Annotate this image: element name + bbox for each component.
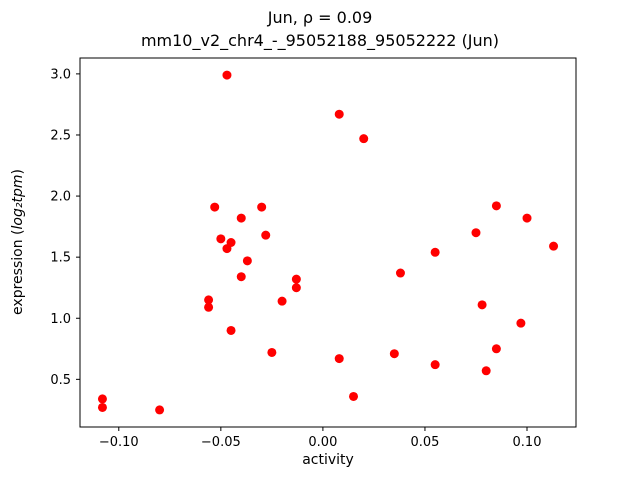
- plot-border: [79, 57, 577, 428]
- data-point: [334, 109, 344, 119]
- data-point: [257, 202, 267, 212]
- data-point: [261, 230, 271, 240]
- data-point: [242, 256, 252, 266]
- data-point: [277, 296, 287, 306]
- x-tick-label: 0.05: [410, 435, 439, 450]
- y-tick-label: 1.5: [50, 251, 71, 266]
- data-point: [516, 318, 526, 328]
- y-tick-label: 2.0: [50, 190, 71, 205]
- y-axis-ticks: 0.5 1.0 1.5 2.0 2.5 3.0: [50, 67, 80, 388]
- data-point: [491, 201, 501, 211]
- scatter-points: [97, 70, 559, 415]
- data-point: [236, 272, 246, 282]
- data-point: [481, 366, 491, 376]
- y-axis-label-math: log₂tpm: [10, 175, 26, 230]
- data-point: [291, 274, 301, 284]
- x-tick-label: −0.05: [201, 435, 241, 450]
- y-tick-label: 3.0: [50, 67, 71, 82]
- data-point: [236, 213, 246, 223]
- data-point: [222, 70, 232, 80]
- data-point: [491, 344, 501, 354]
- data-point: [155, 405, 165, 415]
- data-point: [267, 347, 277, 357]
- y-tick-label: 0.5: [50, 373, 71, 388]
- y-tick-label: 2.5: [50, 128, 71, 143]
- data-point: [471, 228, 481, 238]
- data-point: [430, 247, 440, 257]
- data-point: [389, 349, 399, 359]
- data-point: [477, 300, 487, 310]
- data-point: [226, 325, 236, 335]
- data-point: [210, 202, 220, 212]
- data-point: [97, 394, 107, 404]
- chart-subtitle: mm10_v2_chr4_-_95052188_95052222 (Jun): [141, 31, 499, 51]
- data-point: [359, 134, 369, 144]
- chart-title: Jun, ρ = 0.09: [267, 8, 373, 27]
- y-axis-label-suffix: ): [10, 169, 26, 174]
- x-tick-label: −0.10: [99, 435, 139, 450]
- y-axis-label: expression (log₂tpm): [10, 169, 26, 315]
- x-axis-label: activity: [302, 452, 354, 468]
- data-point: [522, 213, 532, 223]
- data-point: [395, 268, 405, 278]
- data-point: [549, 241, 559, 251]
- data-point: [216, 234, 226, 244]
- data-point: [204, 295, 214, 305]
- y-tick-label: 1.0: [50, 312, 71, 327]
- data-point: [204, 302, 214, 312]
- x-tick-label: 0.00: [308, 435, 337, 450]
- data-point: [291, 283, 301, 293]
- x-axis-ticks: −0.10 −0.05 0.00 0.05 0.10: [99, 427, 542, 450]
- x-tick-label: 0.10: [513, 435, 542, 450]
- data-point: [97, 402, 107, 412]
- data-point: [349, 391, 359, 401]
- y-axis-label-prefix: expression (: [10, 230, 26, 315]
- data-point: [334, 354, 344, 364]
- data-point: [430, 360, 440, 370]
- data-point: [226, 238, 236, 247]
